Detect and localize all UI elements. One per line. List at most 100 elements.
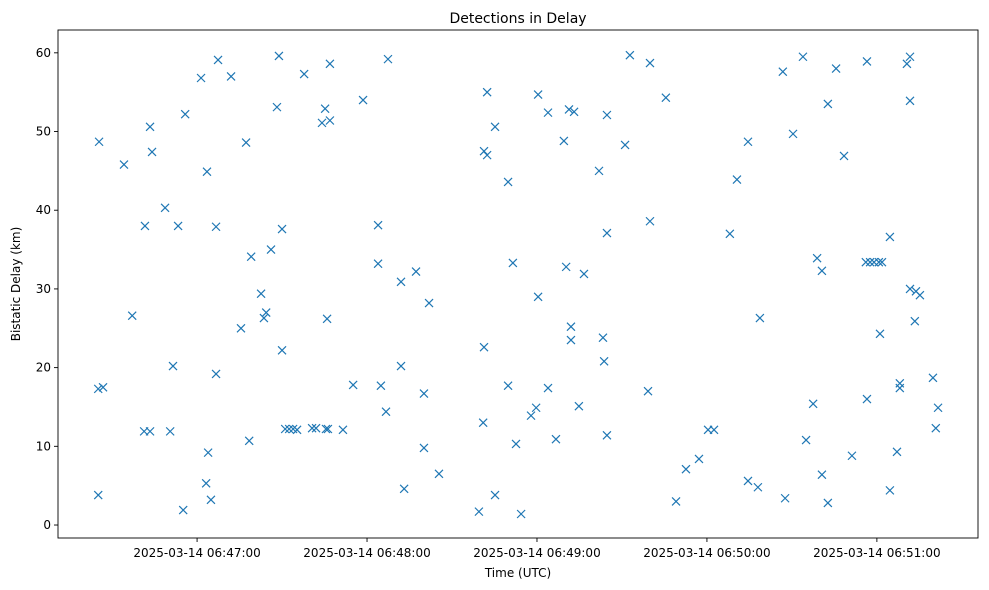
data-point xyxy=(598,333,608,343)
data-point xyxy=(579,269,589,279)
data-point xyxy=(861,257,871,267)
data-point xyxy=(320,104,330,114)
x-axis-ticks: 2025-03-14 06:47:00 2025-03-14 06:48:00 20… xyxy=(133,538,941,560)
data-point xyxy=(895,383,905,393)
data-point xyxy=(709,425,719,435)
data-point xyxy=(862,394,872,404)
data-point xyxy=(280,424,290,434)
data-point xyxy=(178,505,188,515)
data-point xyxy=(561,262,571,272)
data-point xyxy=(551,434,561,444)
data-point xyxy=(202,167,212,177)
x-tick-label: 2025-03-14 06:48:00 xyxy=(303,546,430,560)
data-point xyxy=(203,448,213,458)
data-point xyxy=(211,369,221,379)
data-point xyxy=(119,160,129,169)
data-point xyxy=(226,72,236,81)
data-point xyxy=(645,58,655,68)
data-point xyxy=(564,105,574,114)
data-point xyxy=(165,426,175,436)
data-point xyxy=(933,403,943,413)
data-point xyxy=(321,424,331,434)
x-tick-label: 2025-03-14 06:49:00 xyxy=(473,546,600,560)
data-point xyxy=(98,382,108,392)
data-point xyxy=(241,138,251,147)
data-point xyxy=(490,122,500,132)
data-point xyxy=(311,423,321,433)
data-point xyxy=(373,259,383,269)
data-point xyxy=(127,311,137,321)
data-point xyxy=(602,228,612,238)
data-point xyxy=(516,509,526,519)
data-point xyxy=(180,109,190,119)
data-point xyxy=(905,96,915,106)
data-point xyxy=(645,216,655,226)
data-point xyxy=(566,335,576,345)
data-point xyxy=(905,52,915,62)
y-tick-label: 60 xyxy=(36,46,51,60)
data-point xyxy=(910,316,920,326)
data-point xyxy=(160,203,170,213)
data-point xyxy=(877,257,887,267)
data-point xyxy=(261,308,271,317)
data-point xyxy=(236,323,246,333)
data-point xyxy=(246,252,256,262)
data-point xyxy=(508,258,518,268)
data-point xyxy=(376,381,386,391)
data-point xyxy=(482,150,492,160)
data-point xyxy=(168,361,178,371)
data-point xyxy=(743,476,753,486)
data-point xyxy=(788,129,798,139)
data-point xyxy=(543,383,553,393)
data-point xyxy=(277,345,287,355)
data-point xyxy=(474,507,484,517)
data-point xyxy=(244,436,254,446)
plot-frame xyxy=(57,29,979,539)
data-point xyxy=(661,93,671,103)
data-point xyxy=(259,313,269,323)
data-point xyxy=(503,381,513,391)
data-point xyxy=(299,69,309,79)
data-point xyxy=(325,59,335,69)
data-point xyxy=(812,253,822,263)
data-point xyxy=(307,423,317,433)
data-point xyxy=(322,314,332,324)
data-point xyxy=(874,257,884,267)
data-point xyxy=(478,418,488,428)
data-point xyxy=(145,426,155,436)
data-point xyxy=(839,151,849,161)
data-point xyxy=(256,289,266,299)
data-point xyxy=(599,356,609,366)
data-point xyxy=(569,107,579,117)
data-point xyxy=(399,484,409,494)
data-point xyxy=(817,266,827,276)
data-point xyxy=(780,493,790,503)
data-point xyxy=(323,424,333,434)
data-point xyxy=(140,221,150,231)
data-points xyxy=(93,50,943,519)
data-point xyxy=(862,57,872,66)
data-point xyxy=(533,90,543,99)
x-tick-label: 2025-03-14 06:50:00 xyxy=(643,546,770,560)
data-point xyxy=(725,229,735,239)
data-point xyxy=(892,447,902,457)
data-point xyxy=(503,177,513,187)
data-point xyxy=(643,386,653,396)
data-point xyxy=(213,55,223,65)
data-point xyxy=(511,439,521,449)
data-point xyxy=(915,290,925,300)
data-point xyxy=(620,140,630,150)
data-point xyxy=(490,490,500,500)
data-point xyxy=(931,423,941,433)
data-point xyxy=(905,284,915,294)
data-point xyxy=(895,378,905,388)
data-point xyxy=(277,224,287,234)
y-tick-label: 0 xyxy=(43,518,51,532)
data-point xyxy=(902,59,912,69)
data-point xyxy=(383,54,393,64)
data-point xyxy=(93,490,103,500)
data-point xyxy=(381,407,391,417)
data-point xyxy=(325,116,335,125)
data-point xyxy=(755,313,765,323)
